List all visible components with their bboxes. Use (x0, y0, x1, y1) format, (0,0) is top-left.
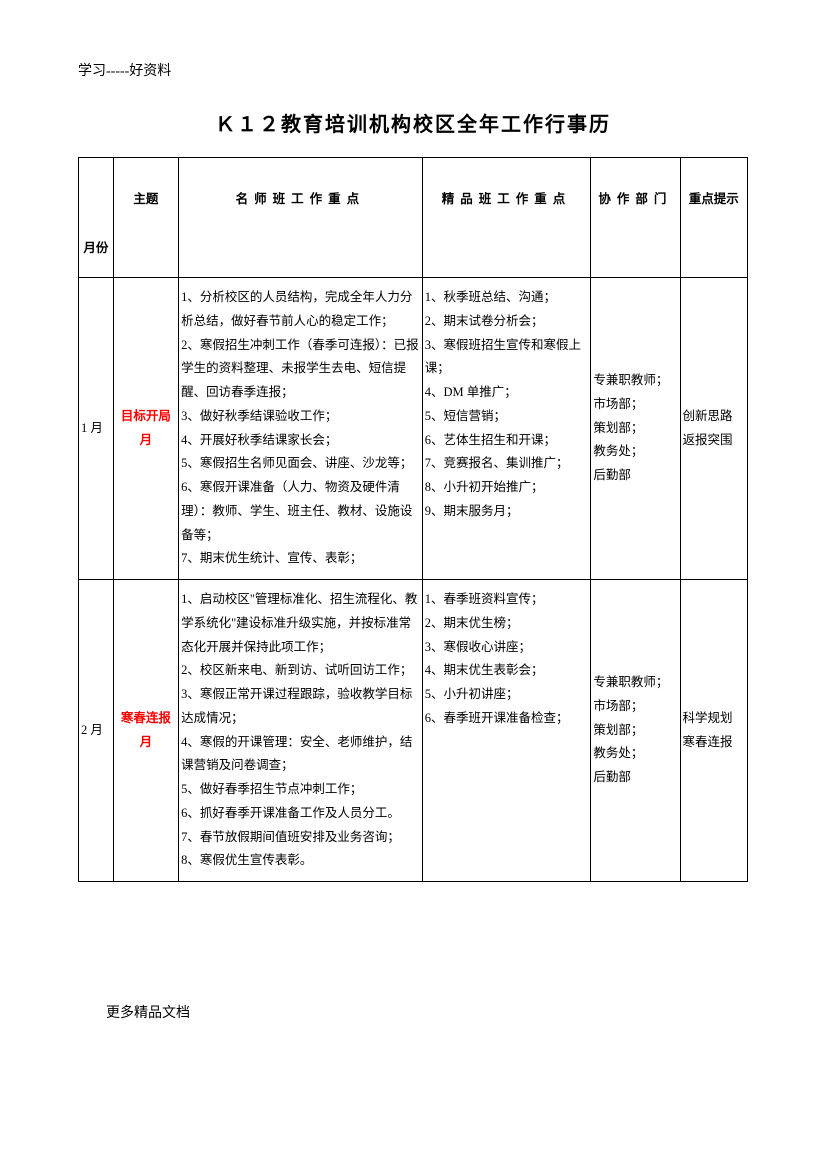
table-row: 2 月 寒春连报月 1、启动校区"管理标准化、招生流程化、教学系统化"建设标准升… (79, 580, 748, 882)
cell-month: 1 月 (79, 278, 114, 580)
table-header-row: 月份 主题 名师班工作重点 精品班工作重点 协作部门 重点提示 (79, 158, 748, 278)
cell-month: 2 月 (79, 580, 114, 882)
cell-theme: 寒春连报月 (113, 580, 178, 882)
cell-mingshi: 1、启动校区"管理标准化、招生流程化、教学系统化"建设标准升级实施，并按标准常态… (179, 580, 423, 882)
cell-xiezuo: 专兼职教师；市场部；策划部；教务处；后勤部 (591, 278, 680, 580)
calendar-table: 月份 主题 名师班工作重点 精品班工作重点 协作部门 重点提示 1 月 目标开局… (78, 157, 748, 882)
cell-xiezuo: 专兼职教师；市场部；策划部；教务处；后勤部 (591, 580, 680, 882)
page-footer: 更多精品文档 (78, 1002, 748, 1022)
cell-theme: 目标开局月 (113, 278, 178, 580)
col-header-zhongdian: 重点提示 (680, 158, 747, 278)
col-header-mingshi: 名师班工作重点 (179, 158, 423, 278)
cell-jingpin: 1、春季班资料宣传；2、期末优生榜；3、寒假收心讲座；4、期末优生表彰会；5、小… (422, 580, 591, 882)
table-row: 1 月 目标开局月 1、分析校区的人员结构，完成全年人力分析总结，做好春节前人心… (79, 278, 748, 580)
col-header-xiezuo: 协作部门 (591, 158, 680, 278)
col-header-theme: 主题 (113, 158, 178, 278)
cell-mingshi: 1、分析校区的人员结构，完成全年人力分析总结，做好春节前人心的稳定工作；2、寒假… (179, 278, 423, 580)
cell-zhongdian: 创新思路返报突围 (680, 278, 747, 580)
col-header-month: 月份 (79, 158, 114, 278)
page-header-small: 学习-----好资料 (78, 60, 748, 80)
col-header-jingpin: 精品班工作重点 (422, 158, 591, 278)
page-title: Ｋ１２教育培训机构校区全年工作行事历 (78, 108, 748, 137)
cell-jingpin: 1、秋季班总结、沟通；2、期末试卷分析会；3、寒假班招生宣传和寒假上课；4、DM… (422, 278, 591, 580)
cell-zhongdian: 科学规划寒春连报 (680, 580, 747, 882)
